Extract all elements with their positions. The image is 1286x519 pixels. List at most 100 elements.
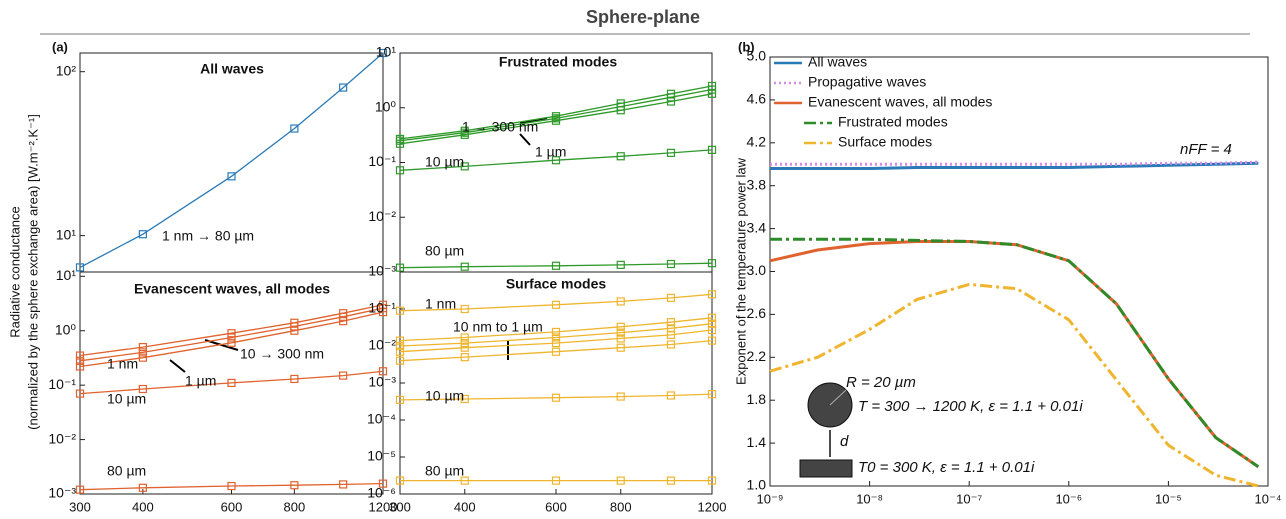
x-tick-label: 10⁻⁸ bbox=[856, 491, 883, 506]
annotation: 80 µm bbox=[425, 243, 464, 259]
x-tick-label: 10⁻⁴ bbox=[1255, 491, 1282, 506]
series-line bbox=[399, 149, 713, 171]
marker bbox=[378, 367, 388, 376]
marker bbox=[616, 476, 625, 485]
marker bbox=[378, 48, 388, 58]
y-axis-label: (normalized by the sphere exchange area)… bbox=[25, 114, 40, 430]
legend-label: Frustrated modes bbox=[838, 114, 948, 130]
marker bbox=[551, 327, 561, 337]
series-line bbox=[399, 323, 713, 347]
arrow bbox=[519, 133, 531, 146]
marker bbox=[666, 391, 676, 400]
annotation: 1 nm bbox=[425, 296, 456, 312]
y-tick-label: 10⁻³ bbox=[368, 374, 396, 390]
series-line bbox=[399, 93, 713, 145]
series-line bbox=[79, 311, 384, 368]
marker bbox=[290, 124, 299, 133]
radius bbox=[829, 389, 847, 406]
annotation: d bbox=[840, 433, 849, 450]
marker bbox=[666, 476, 676, 485]
arrow bbox=[169, 359, 186, 373]
subplot-title: All waves bbox=[200, 61, 264, 77]
annotation: 80 µm bbox=[425, 463, 464, 479]
annotation: nFF = 4 bbox=[1180, 141, 1232, 158]
figure-title: Sphere-plane bbox=[586, 7, 700, 27]
marker bbox=[227, 333, 236, 342]
marker bbox=[666, 93, 676, 102]
marker bbox=[460, 304, 469, 314]
legend-label: Propagative waves bbox=[808, 74, 926, 90]
x-tick-label: 600 bbox=[545, 499, 567, 514]
series-line bbox=[399, 317, 713, 342]
marker bbox=[460, 476, 469, 485]
series-line bbox=[79, 52, 384, 268]
marker bbox=[138, 348, 147, 357]
marker bbox=[395, 341, 405, 351]
marker bbox=[75, 389, 85, 398]
marker bbox=[378, 479, 388, 488]
marker bbox=[395, 306, 405, 315]
marker bbox=[339, 371, 348, 380]
y-tick-label: 1.8 bbox=[747, 391, 767, 407]
x-tick-label: 10⁻⁵ bbox=[1155, 491, 1182, 506]
y-tick-label: 10¹ bbox=[376, 44, 397, 60]
annotation: 10 µm bbox=[107, 391, 146, 407]
annotation: 1 nm → 80 µm bbox=[162, 228, 254, 244]
marker bbox=[666, 330, 676, 339]
x-tick-label: 400 bbox=[132, 499, 154, 514]
marker bbox=[75, 485, 85, 494]
marker bbox=[290, 374, 299, 384]
marker bbox=[138, 353, 147, 362]
x-tick-label: 10⁻⁷ bbox=[956, 491, 982, 506]
marker bbox=[460, 130, 469, 139]
y-tick-label: 10⁻⁵ bbox=[367, 448, 396, 464]
x-tick-label: 300 bbox=[389, 499, 411, 514]
marker bbox=[138, 483, 147, 492]
annotation: 10 µm bbox=[425, 154, 464, 170]
series-line bbox=[399, 88, 713, 142]
x-tick-label: 600 bbox=[221, 499, 243, 514]
marker bbox=[339, 317, 348, 326]
x-tick-label: 800 bbox=[284, 499, 306, 514]
x-tick-label: 1200 bbox=[698, 499, 727, 514]
annotation: 10 nm to 1 µm bbox=[453, 319, 543, 335]
x-tick-label: 10⁻⁶ bbox=[1055, 491, 1082, 506]
marker bbox=[75, 362, 85, 371]
annotation: 10 → 300 nm bbox=[240, 346, 324, 362]
series-line bbox=[79, 304, 384, 357]
y-tick-label: 10¹ bbox=[56, 226, 77, 242]
x-tick-label: 800 bbox=[610, 499, 632, 514]
marker bbox=[460, 333, 469, 342]
marker bbox=[551, 338, 561, 348]
y-tick-label: 10¹ bbox=[56, 267, 77, 283]
annotation: 1 nm bbox=[107, 356, 138, 372]
marker bbox=[75, 356, 85, 365]
series-line bbox=[770, 160, 1259, 166]
series-line bbox=[769, 282, 1259, 488]
marker bbox=[707, 390, 717, 399]
marker bbox=[616, 260, 625, 269]
annotation: 80 µm bbox=[107, 463, 146, 479]
marker bbox=[138, 230, 147, 239]
marker bbox=[707, 325, 717, 335]
marker bbox=[460, 353, 469, 362]
marker bbox=[551, 333, 561, 342]
x-tick-label: 10⁻⁹ bbox=[757, 491, 784, 506]
marker bbox=[666, 340, 676, 349]
y-tick-label: 1.4 bbox=[747, 434, 767, 450]
marker bbox=[460, 343, 469, 352]
y-tick-label: 2.6 bbox=[747, 305, 767, 321]
series-line bbox=[770, 237, 1260, 468]
subplot-title: Evanescent waves, all modes bbox=[134, 281, 330, 297]
marker bbox=[707, 319, 717, 328]
y-tick-label: 3.4 bbox=[747, 219, 767, 235]
marker bbox=[551, 116, 561, 125]
marker bbox=[339, 480, 348, 489]
marker bbox=[707, 89, 717, 98]
x-tick-label: 400 bbox=[454, 499, 476, 514]
subplot-title: Frustrated modes bbox=[499, 54, 617, 70]
y-tick-label: 2.2 bbox=[747, 348, 767, 364]
marker bbox=[290, 322, 299, 331]
series-line bbox=[79, 307, 384, 362]
